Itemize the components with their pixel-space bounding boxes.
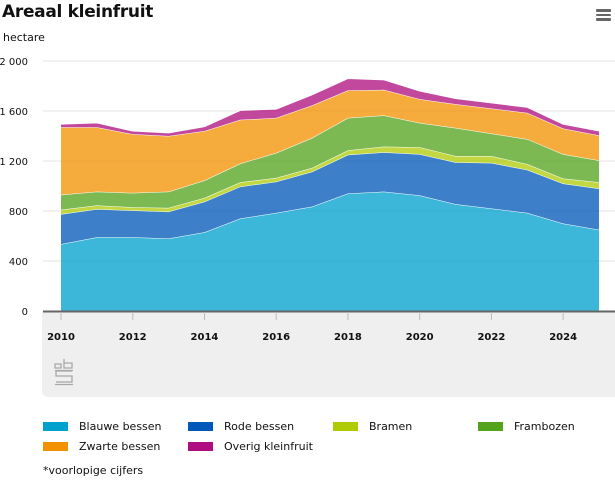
- legend-item[interactable]: Rode bessen: [188, 419, 294, 433]
- x-tick-label: 2020: [406, 332, 434, 343]
- area-frambozen[interactable]: [61, 115, 599, 210]
- area-overig-kleinfruit[interactable]: [61, 78, 599, 137]
- x-axis-panel: [42, 311, 615, 397]
- hamburger-menu-icon[interactable]: [596, 9, 611, 23]
- y-tick-label: 1 600: [0, 107, 28, 118]
- legend-item[interactable]: Frambozen: [478, 419, 575, 433]
- area-layers: [60, 77, 600, 311]
- x-tick-label: 2022: [477, 332, 505, 343]
- provisional-figures-note: *voorlopige cijfers: [43, 464, 144, 477]
- x-axis: 2010 2012 2014 2016 2018 2020 2022 2024: [43, 310, 615, 343]
- legend-swatch: [333, 421, 358, 431]
- legend-item[interactable]: Blauwe bessen: [43, 419, 162, 433]
- chart-legend: Blauwe bessen Rode bessen Bramen Frambozen Z…: [43, 419, 615, 459]
- area-bramen[interactable]: [61, 146, 599, 215]
- y-tick-label: 0: [22, 307, 28, 318]
- menu-bar: [596, 13, 611, 17]
- menu-bar: [596, 9, 611, 12]
- legend-label: Overig kleinfruit: [224, 439, 313, 453]
- y-tick-label: 1 200: [0, 157, 28, 168]
- legend-label: Rode bessen: [224, 419, 295, 433]
- legend-label: Frambozen: [514, 419, 575, 433]
- legend-swatch: [188, 441, 213, 451]
- y-axis-ticks: 0 400 800 1 200 1 600 2 000: [0, 57, 28, 318]
- legend-label: Blauwe bessen: [79, 419, 162, 433]
- y-axis-unit-label: hectare: [3, 31, 45, 44]
- y-tick-label: 2 000: [0, 57, 28, 68]
- legend-swatch: [478, 421, 503, 431]
- x-tick-label: 2024: [549, 332, 577, 343]
- area-zwarte-bessen[interactable]: [61, 89, 599, 195]
- x-tick-label: 2014: [191, 332, 219, 343]
- cbs-logo-icon: [54, 359, 73, 386]
- y-tick-label: 800: [9, 207, 28, 218]
- area-blauwe-bessen[interactable]: [61, 191, 599, 311]
- area-rode-bessen[interactable]: [61, 152, 599, 245]
- legend-label: Zwarte bessen: [79, 439, 161, 453]
- y-tick-label: 400: [9, 257, 28, 268]
- chart-title: Areaal kleinfruit: [2, 2, 154, 22]
- legend-label: Bramen: [369, 419, 413, 433]
- area-top-edge: [60, 77, 600, 134]
- x-tick-label: 2018: [334, 332, 362, 343]
- legend-item[interactable]: Zwarte bessen: [43, 439, 160, 453]
- legend-swatch: [43, 421, 68, 431]
- legend-swatch: [43, 441, 68, 451]
- legend-item[interactable]: Overig kleinfruit: [188, 439, 313, 453]
- legend-swatch: [188, 421, 213, 431]
- menu-bar: [596, 18, 611, 21]
- x-tick-label: 2010: [47, 332, 75, 343]
- x-tick-label: 2012: [119, 332, 147, 343]
- x-tick-label: 2016: [262, 332, 290, 343]
- legend-item[interactable]: Bramen: [333, 419, 412, 433]
